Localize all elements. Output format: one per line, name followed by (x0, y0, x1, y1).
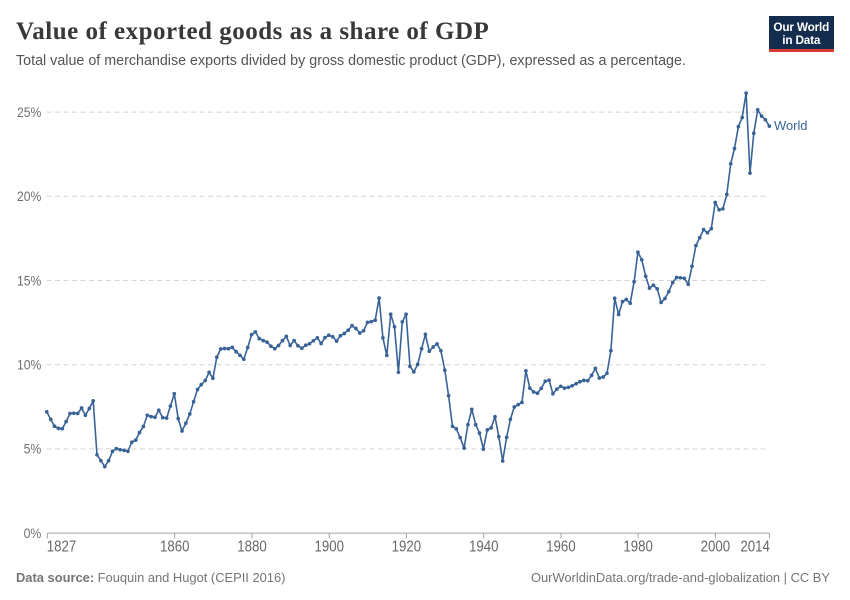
svg-text:10%: 10% (17, 358, 41, 373)
svg-text:1900: 1900 (314, 538, 344, 555)
svg-text:2000: 2000 (701, 538, 731, 555)
svg-text:20%: 20% (17, 189, 41, 204)
svg-text:1960: 1960 (546, 538, 576, 555)
svg-text:1940: 1940 (469, 538, 499, 555)
svg-text:1860: 1860 (160, 538, 190, 555)
svg-text:25%: 25% (17, 105, 41, 120)
svg-text:World: World (774, 118, 808, 133)
svg-text:5%: 5% (24, 442, 42, 457)
svg-text:1980: 1980 (623, 538, 653, 555)
svg-text:1827: 1827 (47, 538, 77, 555)
svg-text:2014: 2014 (740, 538, 770, 555)
svg-text:1920: 1920 (392, 538, 422, 555)
svg-text:1880: 1880 (237, 538, 267, 555)
svg-text:0%: 0% (24, 526, 42, 541)
svg-text:15%: 15% (17, 273, 41, 288)
